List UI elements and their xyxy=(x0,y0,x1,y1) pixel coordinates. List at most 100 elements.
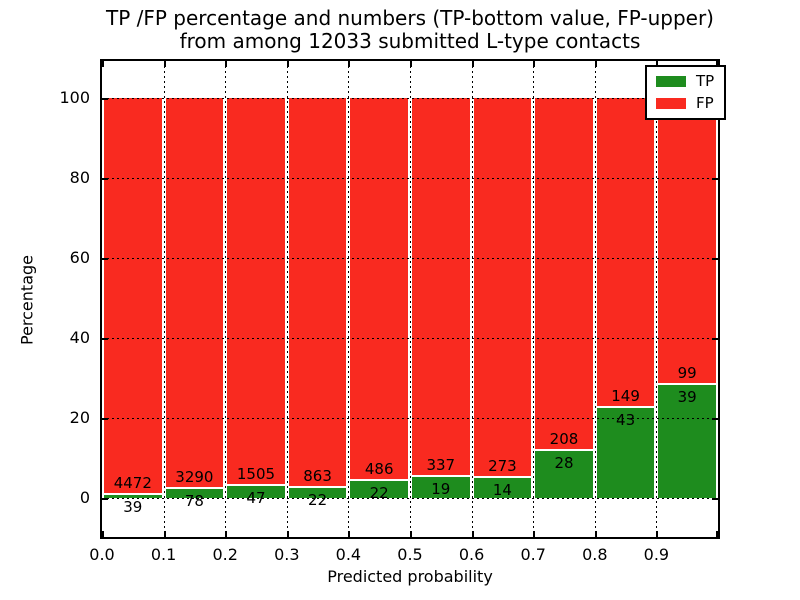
gridline xyxy=(348,61,350,537)
x-tick-label: 0.9 xyxy=(643,545,670,564)
x-tick xyxy=(533,61,536,67)
x-tick xyxy=(286,61,289,67)
x-tick xyxy=(533,531,536,537)
bar-label-fp: 4472 xyxy=(113,473,152,492)
bar-label-tp: 78 xyxy=(184,491,204,510)
bar-label-tp: 39 xyxy=(677,387,697,406)
x-tick xyxy=(286,531,289,537)
gridline xyxy=(102,418,718,419)
bar-label-tp: 14 xyxy=(492,481,512,500)
bar-label-tp: 47 xyxy=(246,488,266,507)
x-tick-label: 0.8 xyxy=(582,545,608,564)
bar-segment-fp xyxy=(350,98,408,481)
x-tick-label: 0.5 xyxy=(397,545,423,564)
bar-label-fp: 337 xyxy=(426,455,456,474)
bar-label-fp: 863 xyxy=(303,467,332,486)
chart-title: TP /FP percentage and numbers (TP-bottom… xyxy=(100,7,720,53)
gridline xyxy=(102,258,718,259)
bar-label-tp: 39 xyxy=(123,497,143,516)
y-tick xyxy=(102,498,108,500)
bar-segment-tp xyxy=(535,450,593,498)
bar-label-tp: 22 xyxy=(369,483,389,502)
bar-segment-fp xyxy=(165,98,224,489)
x-tick xyxy=(471,61,474,67)
x-tick-label: 0.0 xyxy=(89,545,115,564)
x-tick xyxy=(163,531,166,537)
bar-segment-fp xyxy=(227,98,285,486)
y-tick-label: 20 xyxy=(69,408,90,427)
legend-swatch-fp-icon xyxy=(656,98,686,109)
bar-segment-tp xyxy=(288,488,347,498)
y-tick-label: 60 xyxy=(69,248,90,267)
bar-segment-tp xyxy=(227,485,285,498)
x-tick xyxy=(656,61,659,67)
gridline xyxy=(286,61,288,537)
y-tick xyxy=(102,98,108,100)
legend-label-fp: FP xyxy=(696,94,714,112)
y-tick xyxy=(102,178,108,180)
bar-label-fp: 273 xyxy=(488,457,517,476)
y-tick xyxy=(102,418,108,420)
x-tick xyxy=(716,531,718,537)
x-tick xyxy=(594,531,597,537)
gridline xyxy=(533,61,535,537)
x-tick-label: 0.3 xyxy=(274,545,300,564)
x-tick-label: 0.6 xyxy=(458,545,485,564)
gridline xyxy=(102,498,718,499)
legend: TP FP xyxy=(645,65,727,120)
bar-segment-tp xyxy=(350,480,408,498)
legend-label-tp: TP xyxy=(696,72,715,90)
x-tick xyxy=(102,531,104,537)
bar-segment-tp xyxy=(473,478,532,498)
gridline xyxy=(594,61,596,537)
gridline xyxy=(410,61,411,537)
x-tick xyxy=(410,531,412,537)
y-tick xyxy=(712,418,718,420)
gridline xyxy=(102,178,718,179)
x-tick xyxy=(410,61,412,67)
bar-segment-tp xyxy=(596,408,655,498)
x-tick xyxy=(594,61,597,67)
x-tick xyxy=(225,531,228,537)
x-tick xyxy=(656,531,659,537)
bar-label-tp: 22 xyxy=(308,491,328,510)
y-tick-label: 80 xyxy=(69,168,90,187)
bar-segment-fp xyxy=(473,98,532,479)
bar-segment-tp xyxy=(165,488,224,498)
gridline xyxy=(102,338,718,339)
bar-label-fp: 1505 xyxy=(236,464,276,483)
bar-segment-fp xyxy=(596,98,655,409)
y-tick xyxy=(712,258,718,260)
x-axis-label: Predicted probability xyxy=(327,567,493,586)
bar-segment-fp xyxy=(535,98,593,451)
x-tick xyxy=(348,531,351,537)
bar-segment-fp xyxy=(288,98,347,489)
bar-segment-tp xyxy=(658,384,716,498)
gridline xyxy=(471,61,473,537)
x-tick-label: 0.4 xyxy=(335,545,362,564)
x-tick xyxy=(225,61,228,67)
bar-label-fp: 486 xyxy=(364,459,394,478)
legend-swatch-tp-icon xyxy=(656,76,686,87)
chart-title-line1: TP /FP percentage and numbers (TP-bottom… xyxy=(106,6,714,30)
legend-item-tp: TP xyxy=(656,74,714,89)
x-tick-label: 0.2 xyxy=(212,545,238,564)
bar-label-tp: 43 xyxy=(616,411,636,430)
bar-label-tp: 19 xyxy=(431,479,451,498)
gridline xyxy=(163,61,165,537)
x-tick-label: 0.1 xyxy=(150,545,177,564)
y-tick-label: 0 xyxy=(79,488,90,507)
y-tick xyxy=(712,178,718,180)
bar-label-fp: 99 xyxy=(677,363,697,382)
plot-area: 4472 39 3290 78 1505 47 863 22 486 22 337 19 273 14 20… xyxy=(100,59,720,539)
y-tick xyxy=(712,498,718,500)
x-tick xyxy=(471,531,474,537)
x-tick xyxy=(348,61,351,67)
x-tick xyxy=(163,61,166,67)
bar-label-fp: 208 xyxy=(549,429,579,448)
y-tick xyxy=(102,338,108,340)
gridline xyxy=(656,61,658,537)
bar-segment-tp xyxy=(412,476,470,498)
x-tick-label: 0.7 xyxy=(520,545,546,564)
